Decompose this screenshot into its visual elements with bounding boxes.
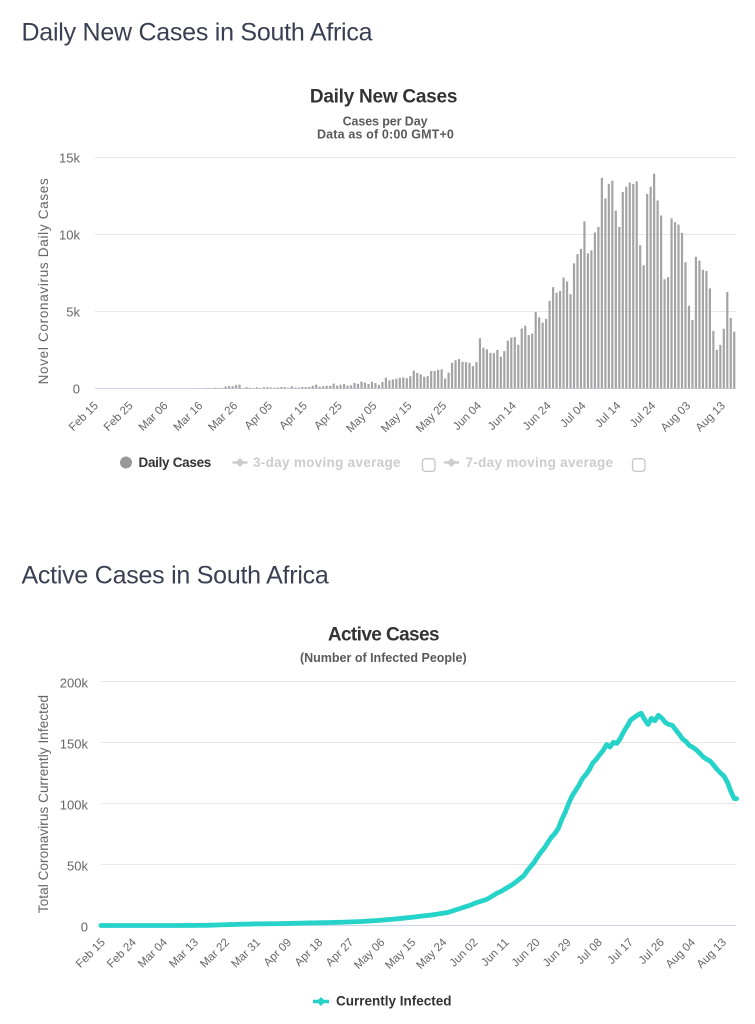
- svg-text:5k: 5k: [66, 305, 80, 320]
- svg-text:Cases per Day: Cases per Day: [343, 115, 428, 129]
- svg-text:10k: 10k: [59, 228, 80, 243]
- svg-text:(Number of Infected People): (Number of Infected People): [300, 651, 467, 665]
- svg-text:100k: 100k: [60, 798, 89, 813]
- svg-text:Daily New Cases: Daily New Cases: [310, 87, 457, 108]
- svg-text:50k: 50k: [67, 859, 88, 874]
- svg-text:3-day moving average: 3-day moving average: [253, 455, 401, 470]
- svg-text:Total Coronavirus Currently In: Total Coronavirus Currently Infected: [36, 695, 51, 913]
- svg-text:200k: 200k: [60, 676, 89, 691]
- svg-text:0: 0: [81, 920, 88, 935]
- svg-text:Daily Cases: Daily Cases: [139, 455, 212, 470]
- svg-text:Daily New Cases in South Afric: Daily New Cases in South Africa: [22, 18, 373, 46]
- svg-text:Data as of 0:00 GMT+0: Data as of 0:00 GMT+0: [317, 128, 454, 142]
- svg-text:Active Cases in South Africa: Active Cases in South Africa: [22, 561, 329, 589]
- svg-text:Currently Infected: Currently Infected: [336, 994, 452, 1009]
- svg-text:Active Cases: Active Cases: [328, 624, 439, 645]
- svg-text:0: 0: [73, 382, 80, 397]
- svg-text:7-day moving average: 7-day moving average: [466, 455, 614, 470]
- svg-text:Novel Coronavirus Daily Cases: Novel Coronavirus Daily Cases: [36, 178, 51, 385]
- svg-text:15k: 15k: [59, 151, 80, 166]
- svg-text:150k: 150k: [60, 737, 89, 752]
